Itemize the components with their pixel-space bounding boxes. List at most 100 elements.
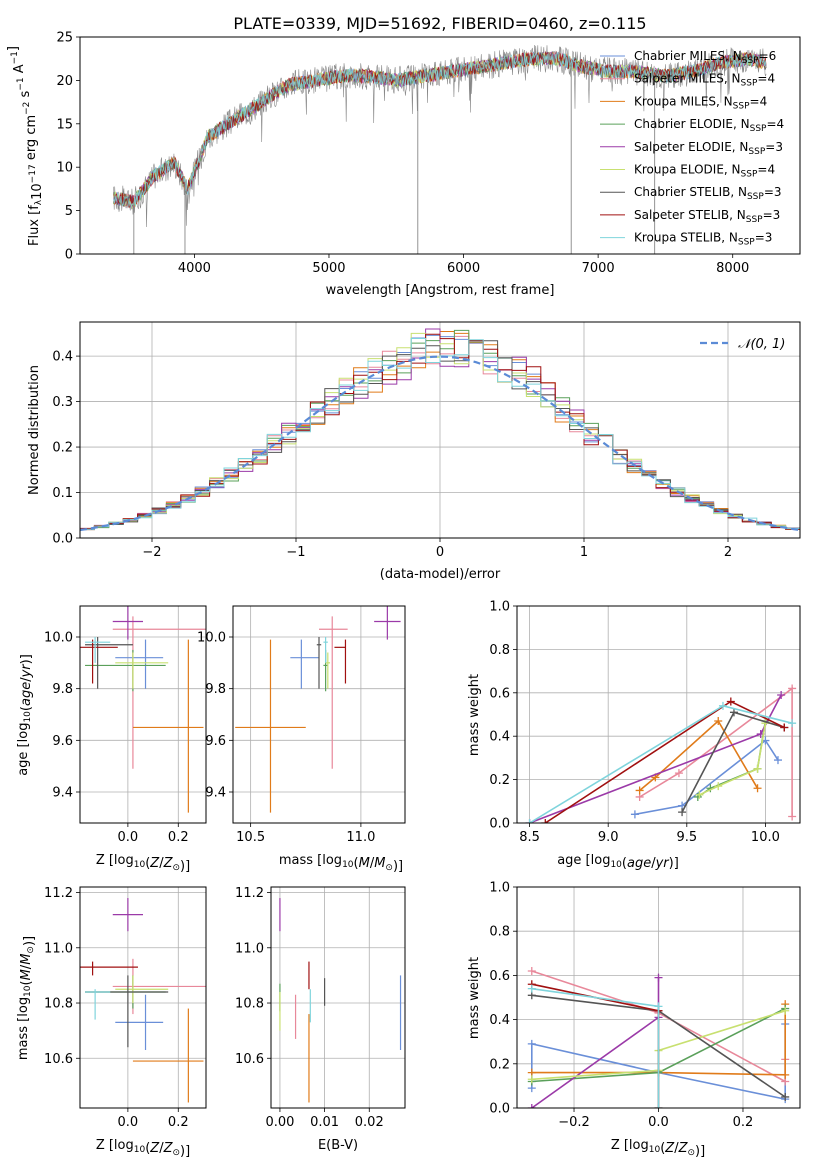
y-axis-label: mass weight [467,957,482,1039]
normal-curve [80,355,800,532]
weight-marker-salpeter_miles [788,812,797,821]
x-tick-label: −0.2 [558,1115,590,1130]
y-tick-label: 10.6 [235,1052,264,1067]
weight-marker-chabrier_stelib [678,808,687,817]
y-tick-label: 15 [56,117,73,132]
y-tick-label: 0.8 [489,925,510,940]
weight-marker-kroupa_elodie [753,764,762,773]
y-axis-label: age [log10(age/yr)] [16,654,34,776]
weight-marker-kroupa_elodie [781,1006,790,1015]
y-tick-label: 0.2 [489,1057,510,1072]
weight-marker-chabrier_miles [527,1039,536,1048]
legend-entry: Salpeter MILES, NSSP=4 [634,72,775,89]
x-tick-label: 9.5 [676,830,697,845]
y-tick-label: 1.0 [489,600,510,615]
weight-vs-age-panel: 8.5 9.0 9.5 10.0 0.0 0.2 0.4 0.6 0.8 1.0 age [log1… [467,600,801,871]
legend-entry: Chabrier STELIB, NSSP=3 [634,185,782,202]
y-tick-label: 20 [56,74,73,89]
y-tick-label: 10.8 [235,997,264,1012]
x-tick-label: 1 [580,545,588,560]
weight-marker-salpeter_miles [674,769,683,778]
weight-marker-chabrier_miles [773,756,782,765]
x-tick-label: 0 [436,545,444,560]
y-tick-label: 11.2 [235,886,264,901]
x-tick-label: 11.0 [346,830,375,845]
y-tick-label: 9.6 [52,734,73,749]
weight-marker-salpeter_stelib [541,819,550,823]
plot-area [527,966,790,1108]
axes-frame [516,605,801,824]
weight-marker-salpeter_elodie [654,973,663,982]
y-tick-label: 5 [65,204,73,219]
x-tick-label: 4000 [178,261,211,276]
y-tick-label: 10.8 [44,997,73,1012]
y-tick-label: 1.0 [489,881,510,896]
x-tick-label: 0.2 [168,1115,189,1130]
y-tick-label: 0.6 [489,686,510,701]
axes-frame [516,886,801,1109]
x-tick-label: 10.0 [751,830,780,845]
axes-frame [270,886,406,1109]
axes-frame [232,605,406,824]
legend-entry: Salpeter STELIB, NSSP=3 [634,208,780,225]
x-tick-label: 5000 [312,261,345,276]
y-tick-label: 0 [65,248,73,263]
legend-entry: Chabrier MILES, NSSP=6 [634,49,776,66]
weight-marker-kroupa_stelib [527,984,536,993]
legend-entry: Kroupa ELODIE, NSSP=4 [634,163,775,180]
x-tick-label: 0.02 [355,1115,384,1130]
x-axis-label: Z [log10(Z/Z⊙)] [96,853,190,874]
weight-line-kroupa_miles [531,1004,786,1076]
y-tick-label: 0.0 [489,817,510,832]
y-tick-label: 10 [56,161,73,176]
weight-marker-kroupa_elodie [527,1075,536,1084]
x-tick-label: 2 [724,545,732,560]
plot-area [80,898,206,1103]
x-axis-label: Z [log10(Z/Z⊙)] [96,1138,190,1159]
x-axis-label: E(B-V) [318,1138,358,1153]
x-tick-label: −1 [286,545,305,560]
x-tick-label: 0.01 [310,1115,339,1130]
legend-entry: Kroupa MILES, NSSP=4 [634,94,767,111]
weight-marker-salpeter_miles [527,966,536,975]
mass-vs-metallicity-panel: 0.0 0.2 10.6 10.8 11.0 11.2 Z [log10(Z/Z⊙)] mas… [16,886,207,1159]
x-axis-label: age [log10(age/yr)] [557,853,679,871]
y-tick-label: 10.6 [44,1052,73,1067]
x-tick-label: 7000 [582,261,615,276]
y-tick-label: 0.3 [52,395,73,410]
y-tick-label: 0.0 [489,1102,510,1117]
axes-frame [79,886,207,1109]
weight-marker-salpeter_miles [788,684,797,693]
weight-marker-kroupa_stelib [654,1104,663,1108]
y-tick-label: 11.0 [235,941,264,956]
y-tick-label: 0.1 [52,486,73,501]
weight-marker-salpeter_elodie [777,690,786,699]
plot-area [235,606,401,813]
weight-line-chabrier_miles [634,739,779,816]
weight-marker-kroupa_miles [753,784,762,793]
y-tick-label: 11.2 [44,886,73,901]
mass-vs-reddening-panel: 0.00 0.01 0.02 10.6 10.8 11.0 11.2 E(B-V) [235,886,406,1153]
y-tick-label: 9.6 [205,734,226,749]
weight-line-kroupa_elodie [699,723,767,796]
y-tick-label: 9.8 [205,682,226,697]
legend-entry: Chabrier ELODIE, NSSP=4 [634,117,784,134]
y-tick-label: 0.4 [52,350,73,365]
x-tick-label: 0.0 [648,1115,669,1130]
axes-frame [79,36,801,255]
spectrum-panel: 4000 5000 6000 7000 8000 0 5 10 15 20 25 Chabrier M… [6,31,801,298]
plot-area [80,328,800,532]
weight-marker-kroupa_stelib [654,1002,663,1011]
y-tick-label: 11.0 [44,941,73,956]
weight-line-kroupa_stelib [529,704,793,823]
x-tick-label: 0.00 [265,1115,294,1130]
plot-area [279,898,402,1103]
weight-marker-salpeter_elodie [527,1104,536,1108]
y-axis-label: Flux [fλ10−17 erg cm−2 s−1 A−1] [6,46,45,246]
residual-histogram-chabrier_stelib [80,340,800,530]
x-axis-label: mass [log10(M/M⊙)] [279,853,403,874]
y-axis-label: Normed distribution [27,365,42,495]
weight-marker-kroupa_elodie [695,790,704,799]
weight-marker-kroupa_elodie [714,782,723,791]
y-tick-label: 0.8 [489,643,510,658]
